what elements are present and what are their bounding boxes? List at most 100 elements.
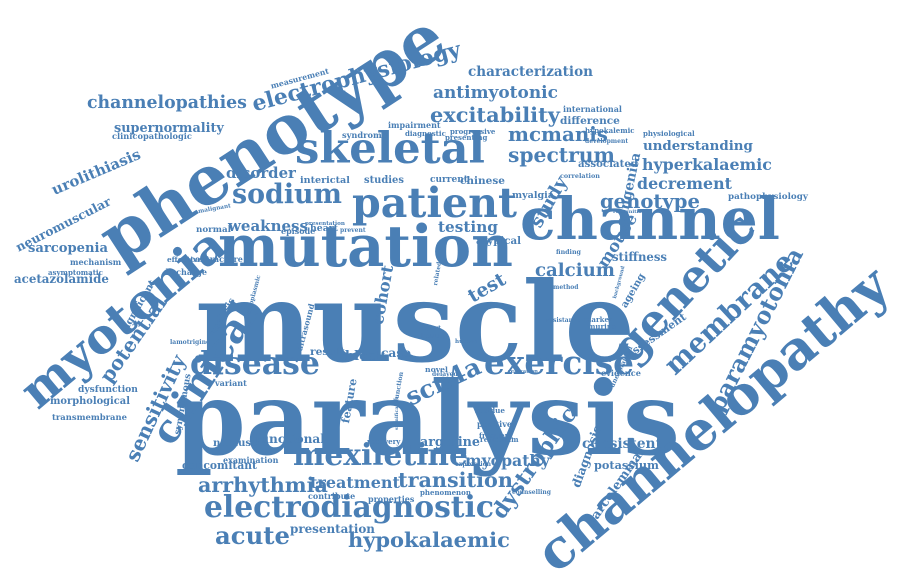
cloud-word: calcium: [535, 260, 615, 281]
cloud-word: hyperkalaemic: [642, 155, 772, 174]
cloud-word: functional: [255, 432, 325, 446]
cloud-word: evidence: [601, 368, 641, 378]
cloud-word: skeletal: [295, 123, 485, 174]
cloud-word: clinicopathologic: [112, 131, 192, 141]
cloud-word: studies: [364, 175, 404, 186]
cloud-word: positive: [477, 419, 512, 429]
cloud-word: channelopathies: [87, 93, 247, 113]
cloud-word: healthy: [421, 333, 446, 340]
cloud-word: excitability: [430, 102, 560, 127]
cloud-word: method: [553, 284, 579, 291]
cloud-word: impairment: [388, 120, 441, 130]
cloud-word: counselling: [512, 489, 551, 496]
cloud-word: current: [430, 175, 468, 185]
cloud-word: dysfunction: [78, 384, 138, 395]
cloud-word: namuscia: [213, 437, 268, 449]
cloud-word: acute: [215, 521, 290, 550]
cloud-word: resistance: [546, 317, 581, 324]
cloud-word: interictal: [300, 175, 350, 186]
cloud-word: human: [455, 339, 477, 345]
cloud-word: case: [381, 346, 411, 360]
cloud-word: sodium: [232, 179, 342, 210]
cloud-word: relaxation: [508, 369, 538, 375]
cloud-word: episode: [281, 226, 316, 236]
cloud-word: residue: [475, 406, 505, 415]
cloud-word: presentation: [290, 522, 375, 536]
cloud-word: recognition: [613, 209, 646, 215]
cloud-word: lamotrigine: [170, 339, 210, 346]
cloud-word: marker: [584, 315, 613, 324]
cloud-word: presenting: [445, 133, 488, 142]
cloud-word: stiffness: [612, 250, 667, 264]
cloud-word: hypokalaemic: [348, 527, 510, 552]
cloud-word: prevent: [340, 227, 366, 234]
cloud-word: report: [419, 325, 441, 332]
cloud-word: result: [310, 345, 345, 358]
cloud-word: paralysis: [175, 359, 680, 478]
cloud-word: international: [563, 104, 622, 114]
cloud-word: transition: [398, 468, 513, 492]
cloud-word: morphological: [50, 396, 130, 407]
cloud-word: syndrome: [342, 130, 387, 140]
cloud-word: diagnostic: [405, 129, 446, 138]
cloud-word: testing: [438, 218, 498, 236]
cloud-word: contribute: [308, 491, 356, 501]
cloud-word: development: [585, 138, 629, 145]
cloud-word: expression: [455, 461, 491, 468]
cloud-word: patient: [352, 178, 517, 227]
cloud-word: mcmanis: [508, 122, 608, 146]
cloud-word: treatment: [310, 473, 400, 492]
cloud-word: recovery: [367, 437, 401, 446]
cloud-word: atypical: [476, 235, 521, 247]
cloud-word: concomitant: [182, 459, 257, 472]
cloud-word: disorder: [226, 164, 296, 182]
cloud-word: exercise: [484, 343, 634, 382]
cloud-word: acetazolamide: [14, 272, 109, 286]
cloud-word: arginine: [420, 434, 480, 449]
cloud-word: heart: [310, 223, 338, 234]
cloud-word: murine: [588, 322, 617, 331]
cloud-word: effective: [167, 255, 202, 264]
cloud-word: mechanism: [70, 257, 122, 267]
cloud-word: block: [345, 349, 385, 364]
cloud-word: correlation: [560, 172, 600, 180]
cloud-word: delayed: [432, 371, 458, 378]
cloud-word: physiological: [643, 129, 695, 138]
cloud-word: genotype: [600, 190, 700, 213]
cloud-word: channel: [520, 184, 780, 253]
cloud-word: arrhythmia: [198, 473, 328, 497]
cloud-word: mutation: [218, 212, 513, 280]
cloud-word: decrement: [637, 174, 732, 193]
cloud-word: normal: [196, 225, 231, 235]
cloud-word: presentation: [305, 221, 345, 227]
cloud-word: transmembrane: [52, 412, 127, 422]
cloud-word: variant: [215, 378, 247, 388]
cloud-word: weakness: [228, 217, 308, 235]
cloud-word: electrodiagnostic: [204, 490, 494, 525]
cloud-word: muscle: [195, 258, 635, 388]
cloud-word: understanding: [643, 138, 753, 154]
cloud-word: disease: [190, 345, 320, 382]
cloud-word: potassium: [594, 458, 659, 472]
cloud-word: phenomenon: [420, 488, 471, 497]
cloud-word: discharge: [163, 267, 207, 277]
cloud-word: frequent: [479, 431, 513, 440]
cloud-word: contracture: [190, 254, 243, 264]
cloud-word: characterization: [468, 64, 593, 80]
cloud-word: sarcopenia: [28, 241, 108, 256]
cloud-word: pathophysiology: [728, 192, 808, 202]
cloud-word: novel: [425, 365, 448, 374]
cloud-word: reticulum: [480, 435, 519, 444]
cloud-word: difference: [560, 115, 620, 127]
cloud-word: spectrum: [508, 143, 615, 167]
cloud-word: supernormality: [114, 121, 224, 136]
cloud-word: chinese: [460, 175, 505, 187]
cloud-word: mexiletine: [293, 438, 468, 473]
cloud-word: asymptomatic: [48, 268, 103, 277]
cloud-word: progressive: [450, 127, 496, 136]
cloud-word: consistent: [582, 436, 662, 452]
cloud-word: antimyotonic: [433, 82, 558, 102]
cloud-word: hypokalemic: [585, 126, 635, 135]
cloud-word: myalgia: [512, 190, 554, 201]
